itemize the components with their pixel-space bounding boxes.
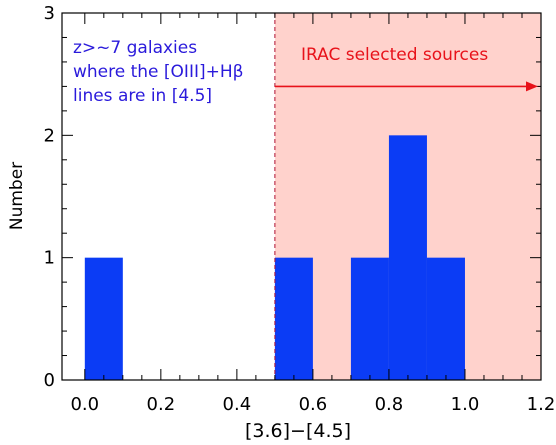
x-tick-label-3: 0.6 [299,394,328,415]
irac-selected-label: IRAC selected sources [301,45,488,65]
ticks-layer: 0.0 0.2 0.4 0.6 0.8 1.0 1.2 0 1 2 3 [44,3,556,415]
x-tick-label-5: 1.0 [451,394,480,415]
y-tick-label-1: 1 [44,248,55,269]
x-axis-title: [3.6]−[4.5] [245,420,351,442]
y-tick-label-3: 3 [44,3,55,24]
bars-layer [84,135,465,380]
arrow-head [526,81,538,92]
plot-frame-layer [61,12,542,381]
x-tick-label-6: 1.2 [527,394,556,415]
histogram-bar-1 [84,257,123,380]
annotation-line-3: lines are in [4.5] [73,86,212,106]
x-tick-label-4: 0.8 [375,394,404,415]
x-tick-label-1: 0.2 [147,394,176,415]
annotation-line-2: where the [OIII]+Hβ [73,62,243,82]
histogram-bar-5 [426,257,465,380]
histogram-bar-3 [350,257,389,380]
histogram-bar-4 [388,135,427,380]
annotation-line-1: z>~7 galaxies [73,38,197,58]
histogram-bar-2 [274,257,313,380]
x-tick-label-0: 0.0 [70,394,99,415]
x-tick-label-2: 0.4 [223,394,252,415]
y-tick-label-2: 2 [44,125,55,146]
annotations-layer: z>~7 galaxies where the [OIII]+Hβ lines … [73,38,538,106]
y-tick-label-0: 0 [44,370,55,391]
y-axis-title: Number [7,162,27,230]
plot-frame [61,12,542,381]
